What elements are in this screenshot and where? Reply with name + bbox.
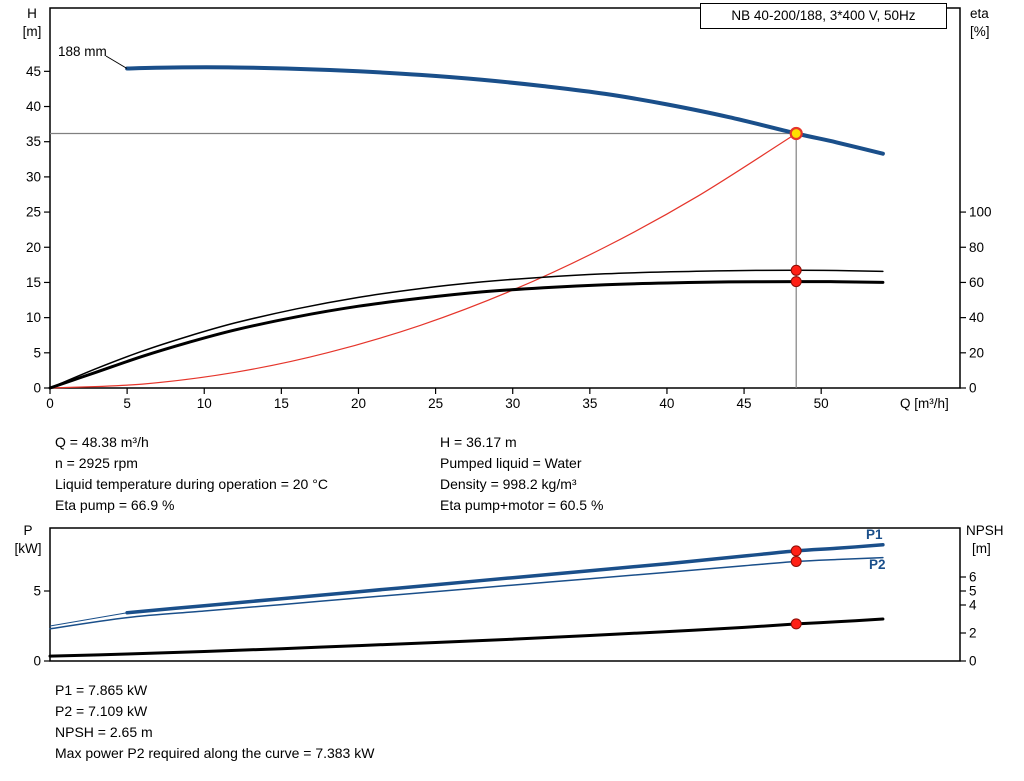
y-left-tick-label: 45 [26, 64, 41, 79]
x-tick-label: 35 [582, 396, 597, 411]
y-right-tick-label: 2 [969, 626, 977, 641]
h-axis-unit-symbol: H [27, 6, 37, 21]
p1-curve-label: P1 [866, 527, 883, 542]
eta-axis-unit-bracket: [%] [970, 24, 990, 39]
h-axis-unit-bracket: [m] [22, 24, 42, 39]
y-right-tick-label: 4 [969, 598, 977, 613]
y-left-tick-label: 30 [26, 169, 41, 184]
npsh-axis-unit: NPSH [m] [966, 522, 1004, 558]
npsh-axis-unit-bracket: [m] [972, 541, 991, 556]
eta-pump-curve [49, 269, 884, 389]
npsh-axis-unit-symbol: NPSH [966, 523, 1004, 538]
y-right-tick-label: 6 [969, 570, 977, 585]
system-curve [49, 132, 797, 389]
y-right-tick-label: 5 [969, 584, 977, 599]
x-tick-label: 20 [351, 396, 366, 411]
power-info: P1 = 7.865 kW P2 = 7.109 kW NPSH = 2.65 … [55, 680, 374, 764]
eta-axis-unit: eta [%] [970, 5, 990, 41]
plot-frame [49, 527, 961, 662]
p2-curve-label: P2 [869, 557, 886, 572]
info-density: Density = 998.2 kg/m³ [440, 476, 577, 492]
y-left-tick-label: 0 [33, 381, 41, 396]
p1-curve [125, 543, 885, 615]
x-tick-label: 30 [505, 396, 520, 411]
info-flow: Q = 48.38 m³/h [55, 434, 149, 450]
y-left-tick-label: 20 [26, 240, 41, 255]
y-left-tick-label: 10 [26, 310, 41, 325]
eta-axis-unit-symbol: eta [970, 6, 989, 21]
y-left-tick-label: 15 [26, 275, 41, 290]
head-curve-188mm [125, 65, 885, 156]
x-tick-label: 25 [428, 396, 443, 411]
y-left-tick-label: 35 [26, 134, 41, 149]
impeller-diameter-label: 188 mm [58, 44, 107, 59]
info-pumped-liquid: Pumped liquid = Water [440, 455, 582, 471]
info-liquid-temperature: Liquid temperature during operation = 20… [55, 476, 328, 492]
operating-info-right: H = 36.17 m Pumped liquid = Water Densit… [440, 432, 603, 516]
x-tick-label: 0 [46, 396, 54, 411]
hq-eta-chart: 0 5 10 15 20 25 30 35 40 45 0 20 40 60 80 100 0 5 10 15 20 25… [26, 7, 992, 411]
p1-curve-lead [49, 612, 128, 627]
y-right-tick-label: 20 [969, 345, 984, 360]
operating-info-left: Q = 48.38 m³/h n = 2925 rpm Liquid tempe… [55, 432, 328, 516]
p-axis-unit-bracket: [kW] [14, 541, 42, 556]
x-tick-label: 5 [123, 396, 131, 411]
q-axis-label: Q [m³/h] [900, 396, 949, 411]
x-tick-label: 40 [659, 396, 674, 411]
x-tick-label: 50 [814, 396, 829, 411]
h-axis-unit: H [m] [12, 5, 52, 41]
info-eta-pump-motor: Eta pump+motor = 60.5 % [440, 497, 604, 513]
duty-dot [790, 555, 802, 567]
y-left-tick-label: 0 [33, 654, 41, 669]
info-head: H = 36.17 m [440, 434, 517, 450]
duty-dot [790, 618, 802, 630]
y-right-tick-label: 60 [969, 275, 984, 290]
y-right-tick-label: 80 [969, 240, 984, 255]
x-tick-label: 10 [197, 396, 212, 411]
y-left-tick-label: 25 [26, 205, 41, 220]
y-right-tick-label: 0 [969, 654, 977, 669]
duty-dot [790, 264, 802, 276]
impeller-leader-line [105, 55, 128, 69]
duty-dot [790, 276, 802, 288]
y-right-tick-label: 0 [969, 381, 977, 396]
pump-title-box: NB 40-200/188, 3*400 V, 50Hz [700, 3, 947, 29]
p2-curve [49, 556, 884, 630]
y-left-tick-label: 5 [33, 584, 41, 599]
info-p2: P2 = 7.109 kW [55, 703, 148, 719]
info-max-power: Max power P2 required along the curve = … [55, 745, 375, 761]
x-tick-label: 45 [737, 396, 752, 411]
y-right-tick-label: 100 [969, 205, 992, 220]
eta-pump-motor-curve [48, 280, 885, 390]
y-left-tick-label: 5 [33, 345, 41, 360]
duty-point-marker [789, 126, 803, 141]
info-speed: n = 2925 rpm [55, 455, 138, 471]
y-left-tick-label: 40 [26, 99, 41, 114]
y-right-tick-label: 40 [969, 310, 984, 325]
p-axis-unit-symbol: P [23, 523, 33, 538]
info-p1: P1 = 7.865 kW [55, 682, 148, 698]
x-tick-label: 15 [274, 396, 289, 411]
plot-frame [49, 7, 961, 389]
info-npsh: NPSH = 2.65 m [55, 724, 153, 740]
info-eta-pump: Eta pump = 66.9 % [55, 497, 175, 513]
duty-dot [790, 545, 802, 557]
p-axis-unit: P [kW] [8, 522, 48, 558]
npsh-curve [48, 617, 885, 658]
